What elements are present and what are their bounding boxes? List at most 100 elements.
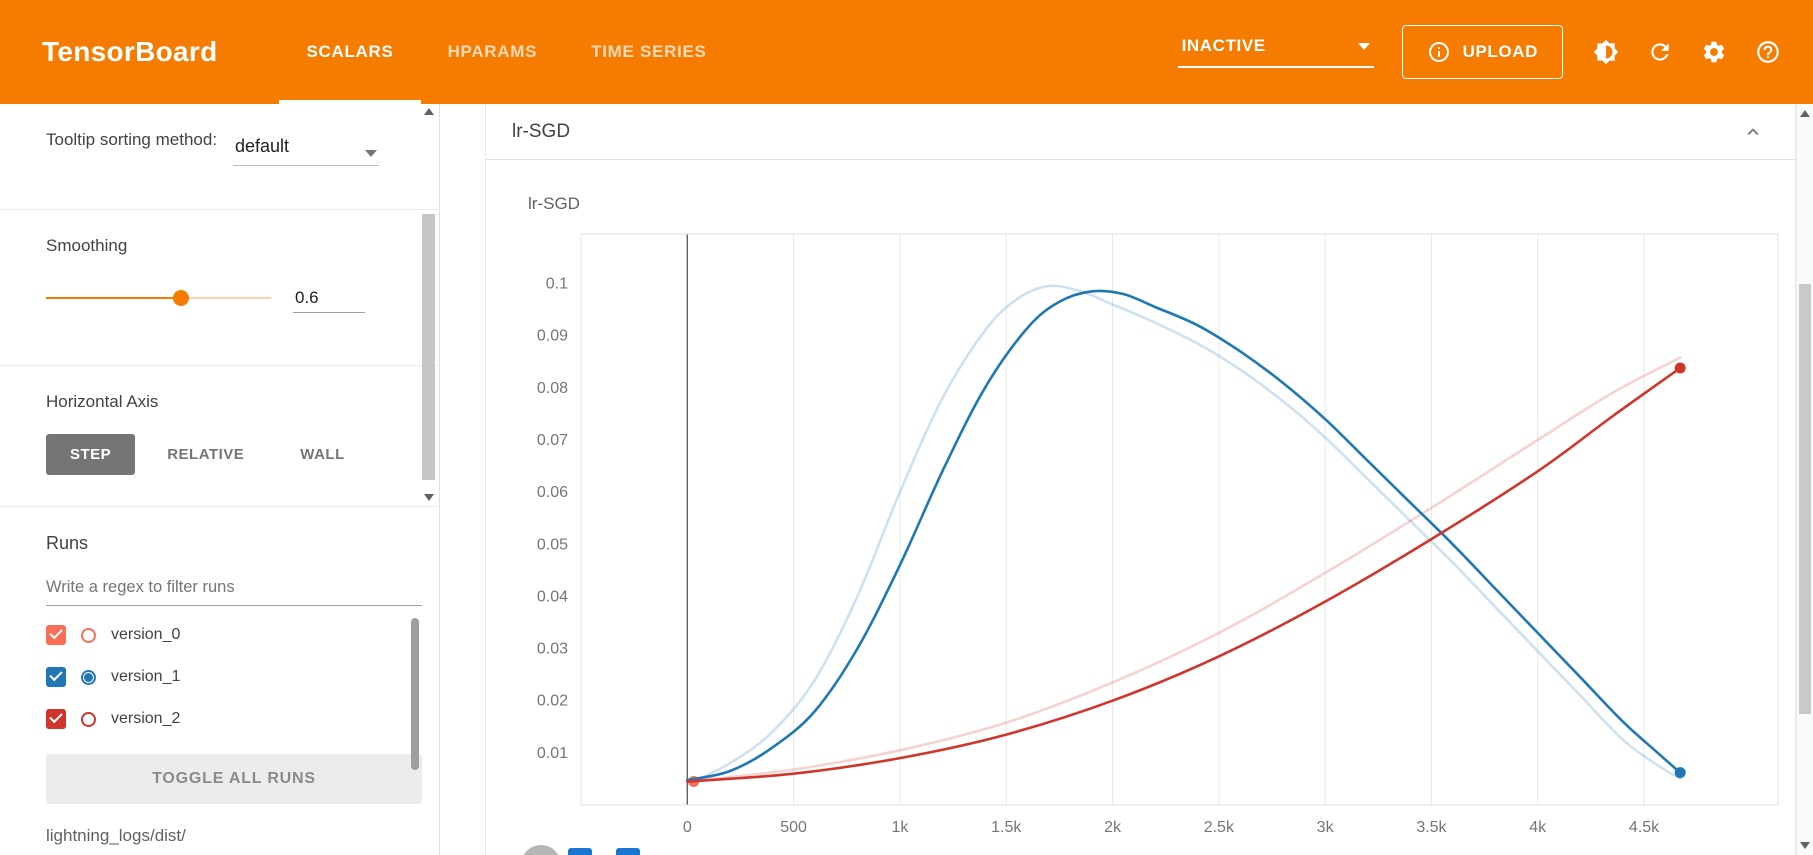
axis-relative-button[interactable]: RELATIVE [143,434,268,475]
chevron-down-icon [1357,42,1370,50]
run-row-version-2[interactable]: version_2 [0,698,439,740]
tooltip-sorting-section: Tooltip sorting method: default [0,104,439,209]
y-tick-label: 0.06 [537,484,568,501]
plot-frame [580,233,1779,806]
series-line-version_2 [686,366,1682,783]
scroll-up-arrow-icon[interactable] [424,108,434,116]
scroll-up-arrow-icon[interactable] [1800,110,1810,117]
brightness-icon [1593,39,1619,65]
slider-knob[interactable] [173,290,189,307]
smoothing-label: Smoothing [46,236,128,255]
y-tick-label: 0.04 [537,588,568,605]
axis-wall-button[interactable]: WALL [276,434,369,475]
page-body: Tooltip sorting method: default Smoothin… [0,104,1813,855]
upload-button-label: UPLOAD [1462,42,1538,61]
series-raw-version_2 [686,356,1682,783]
upload-button[interactable]: UPLOAD [1401,25,1563,79]
chart-pin-button[interactable] [521,845,561,855]
tooltip-sorting-value: default [235,136,290,156]
help-button[interactable] [1753,37,1783,67]
run-list-scrollbar-thumb[interactable] [411,618,419,770]
y-tick-label: 0.07 [537,432,568,449]
axis-step-button[interactable]: STEP [46,433,136,475]
card-title: lr-SGD [512,120,571,142]
runs-heading: Runs [46,533,89,553]
run-name: version_2 [111,710,181,727]
run-radio[interactable] [81,627,96,643]
section-divider [0,209,439,210]
run-radio[interactable] [81,669,96,685]
chart-title: lr-SGD [528,194,580,213]
chevron-up-icon [1747,127,1759,135]
chevron-down-icon [365,150,377,157]
upload-status-dropdown[interactable]: INACTIVE [1177,36,1374,68]
scroll-down-arrow-icon[interactable] [1800,842,1810,849]
tab-time-series[interactable]: TIME SERIES [591,42,707,61]
tooltip-sorting-dropdown[interactable]: default [233,130,379,166]
page-scrollbar-thumb[interactable] [1799,284,1811,714]
series-raw-version_1 [686,284,1682,786]
run-list: version_0 version_1 version_2 [0,614,439,740]
x-tick-label: 2k [1104,819,1122,836]
run-checkbox[interactable] [46,709,66,729]
y-tick-label: 0.01 [537,745,568,762]
upload-status-value: INACTIVE [1181,36,1266,55]
y-tick-label: 0.02 [537,693,568,710]
settings-button[interactable] [1699,37,1729,67]
refresh-icon [1651,43,1669,61]
x-tick-label: 2.5k [1204,819,1235,836]
page-scrollbar [1796,104,1813,855]
card-header: lr-SGD [486,104,1795,160]
scalar-card-lr-sgd: lr-SGD lr-SGD 0 500 1k 1.5k 2k 2.5k 3k 3.5k 4k 4.… [485,104,1796,855]
smoothing-value-input[interactable] [293,283,365,313]
x-tick-label: 1.5k [991,819,1022,836]
toggle-all-runs-button[interactable]: TOGGLE ALL RUNS [46,754,422,804]
x-tick-label: 3.5k [1416,819,1447,836]
run-row-version-1[interactable]: version_1 [0,656,439,698]
tab-scalars[interactable]: SCALARS [279,0,421,104]
y-tick-label: 0.03 [537,641,568,658]
header-icon-row [1591,37,1783,67]
y-tick-label: 0.1 [546,276,568,293]
main-tabs: SCALARS HPARAMS TIME SERIES [279,0,733,104]
tooltip-sorting-label: Tooltip sorting method: [46,130,218,149]
run-checkbox[interactable] [46,625,66,645]
scroll-down-arrow-icon[interactable] [424,494,434,502]
y-tick-label: 0.09 [537,328,568,345]
collapse-card-button[interactable] [1737,116,1769,148]
main-content: lr-SGD lr-SGD 0 500 1k 1.5k 2k 2.5k 3k 3.5k 4k 4.… [440,104,1796,855]
app-logo: TensorBoard [42,36,218,67]
runs-filter-input[interactable] [46,570,422,606]
x-tick-label: 500 [780,819,807,836]
info-icon [1428,42,1449,62]
run-row-version-0[interactable]: version_0 [0,614,439,656]
run-radio[interactable] [81,711,96,727]
endpoint-marker-version_2 [1674,362,1686,374]
run-name: version_0 [111,626,181,643]
gear-icon [1703,41,1725,63]
horizontal-axis-label: Horizontal Axis [46,392,159,411]
tab-hparams[interactable]: HPARAMS [447,42,538,61]
x-tick-label: 3k [1317,819,1335,836]
sidebar-scrollbar [422,108,436,502]
run-checkbox[interactable] [46,667,66,687]
series-line-version_1 [686,289,1682,782]
settings-sidebar: Tooltip sorting method: default Smoothin… [0,104,440,855]
scalar-line-chart[interactable]: 0 500 1k 1.5k 2k 2.5k 3k 3.5k 4k 4.5k 0.01 0.02 0.03… [486,218,1786,855]
chart-action-button-2[interactable] [616,848,640,855]
x-tick-label: 0 [683,819,692,836]
dark-mode-toggle-button[interactable] [1591,37,1621,67]
log-directory-label: lightning_logs/dist/ [46,826,186,845]
app-header: TensorBoard SCALARS HPARAMS TIME SERIES … [0,0,1813,104]
section-divider [0,506,439,507]
radio-dot [84,672,93,682]
run-name: version_1 [111,668,181,685]
section-divider [0,365,439,366]
x-tick-label: 4.5k [1629,819,1660,836]
x-tick-label: 4k [1529,819,1547,836]
refresh-button[interactable] [1645,37,1675,67]
sidebar-scrollbar-thumb[interactable] [422,214,435,480]
smoothing-slider[interactable] [46,290,271,307]
endpoint-marker-version_1 [1674,767,1686,779]
chart-action-button-1[interactable] [568,848,592,855]
